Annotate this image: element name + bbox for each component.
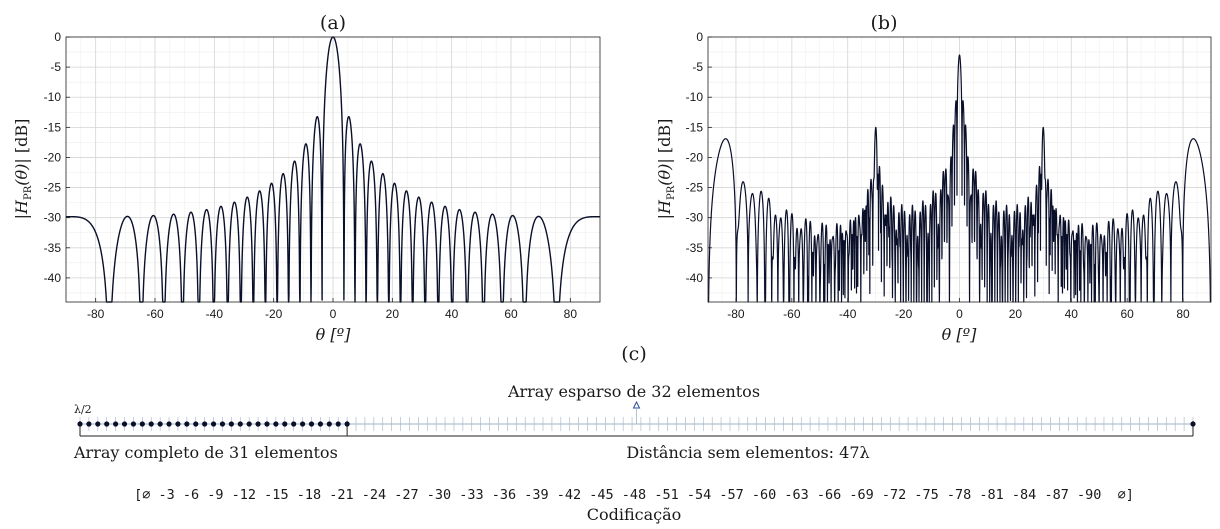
array-element	[121, 421, 128, 427]
plot-frame-b	[707, 36, 1212, 303]
array-element	[282, 421, 288, 427]
center-marker	[632, 400, 641, 409]
array-element	[210, 421, 217, 427]
array-element	[308, 421, 315, 427]
ticks-b: -80 -60 -40 -20 0 20 40 60 80 0 -5 -10 -15 -20 -25 -30 -…	[686, 30, 1190, 321]
array-element	[175, 421, 181, 427]
array-element	[300, 421, 306, 427]
y-tick-label: -10	[686, 90, 704, 104]
array-element	[148, 421, 154, 427]
array-element	[130, 421, 137, 427]
array-element	[255, 421, 261, 427]
y-tick-label: -5	[50, 60, 61, 74]
array-element	[77, 421, 83, 427]
array-element	[291, 421, 297, 427]
array-element	[113, 421, 119, 427]
array-element	[264, 421, 270, 427]
array-element	[335, 421, 341, 427]
array-element	[202, 421, 208, 427]
x-tick-label: -20	[265, 307, 283, 321]
array-element	[237, 421, 243, 427]
array-element	[104, 421, 110, 427]
y-tick-label: -25	[44, 181, 62, 195]
codification-vector: [∅ -3 -6 -9 -12 -15 -18 -21 -24 -27 -30 …	[134, 487, 1134, 503]
full-array-label: Array completo de 31 elementos	[73, 443, 338, 462]
panel-label-b: (b)	[871, 12, 898, 34]
chart-b: (b) -80 -60 -40 -20 0 20 40 60 80 0 -5 -10 -15 -20 -25…	[655, 12, 1212, 344]
x-tick-label: 40	[1065, 307, 1079, 321]
x-tick-label: 60	[504, 307, 518, 321]
y-tick-label: -35	[686, 241, 704, 255]
chart-a: (a) -80 -60 -40 -20 0 20 40 60 80 0 -5 -10 -15 -20 -25…	[12, 12, 601, 344]
x-tick-label: -80	[727, 307, 745, 321]
y-tick-label: 0	[54, 30, 61, 44]
series-line-b	[707, 54, 1212, 303]
y-tick-label: 0	[696, 30, 703, 44]
y-tick-label: -40	[44, 271, 62, 285]
plot-frame-a	[65, 36, 601, 303]
y-axis-label-a: |HPR(θ)| [dB]	[12, 119, 34, 220]
x-tick-label: 20	[386, 307, 400, 321]
y-tick-label: -20	[686, 150, 704, 164]
gap-distance-label: Distância sem elementos: 47λ	[626, 443, 869, 462]
diagram-c: (c) Array esparso de 32 elementos λ/2 Ar…	[73, 343, 1196, 524]
y-tick-label: -15	[44, 120, 62, 134]
array-element	[95, 421, 101, 427]
codification-label: Codificação	[587, 505, 682, 524]
array-element	[273, 421, 279, 427]
y-tick-label: -5	[692, 60, 703, 74]
y-tick-label: -25	[686, 181, 704, 195]
array-element	[246, 421, 252, 427]
y-tick-label: -15	[686, 120, 704, 134]
grid-a	[65, 36, 601, 302]
array-element	[344, 421, 350, 427]
x-tick-label: -60	[783, 307, 801, 321]
array-center-marker	[632, 400, 641, 424]
x-tick-label: 60	[1120, 307, 1134, 321]
panel-label-a: (a)	[320, 12, 346, 34]
array-element	[1190, 421, 1196, 427]
x-tick-label: 0	[330, 307, 337, 321]
x-tick-label: -40	[839, 307, 857, 321]
x-tick-label: 0	[956, 307, 963, 321]
y-tick-label: -10	[44, 90, 62, 104]
array-element	[166, 421, 172, 427]
y-tick-label: -40	[686, 271, 704, 285]
sparse-array-title: Array esparso de 32 elementos	[507, 382, 760, 401]
y-axis-label-b: |HPR(θ)| [dB]	[655, 119, 677, 220]
x-tick-label: 40	[445, 307, 459, 321]
array-element	[184, 421, 190, 427]
x-tick-label: -40	[206, 307, 224, 321]
y-tick-label: -20	[44, 150, 62, 164]
x-axis-label-b: θ [º]	[942, 325, 977, 344]
x-axis-label-a: θ [º]	[316, 325, 351, 344]
array-element	[219, 421, 226, 427]
array-elements	[77, 421, 1196, 427]
y-tick-label: -30	[686, 211, 704, 225]
ticks-a: -80 -60 -40 -20 0 20 40 60 80 0 -5 -10 -15 -20 -25 -30 -…	[44, 30, 578, 321]
x-tick-label: 80	[564, 307, 578, 321]
array-element	[317, 421, 324, 427]
array-element	[86, 421, 92, 427]
x-tick-label: 20	[1009, 307, 1023, 321]
x-tick-label: 80	[1176, 307, 1190, 321]
array-element	[326, 421, 332, 427]
array-element	[139, 421, 145, 427]
y-tick-label: -35	[44, 241, 62, 255]
spacing-label: λ/2	[74, 403, 92, 416]
x-tick-label: -80	[87, 307, 105, 321]
y-tick-label: -30	[44, 211, 62, 225]
array-element	[228, 421, 234, 427]
x-tick-label: -60	[146, 307, 164, 321]
array-element	[157, 421, 163, 427]
panel-label-c: (c)	[621, 343, 646, 365]
x-tick-label: -20	[895, 307, 913, 321]
array-element	[193, 421, 199, 427]
